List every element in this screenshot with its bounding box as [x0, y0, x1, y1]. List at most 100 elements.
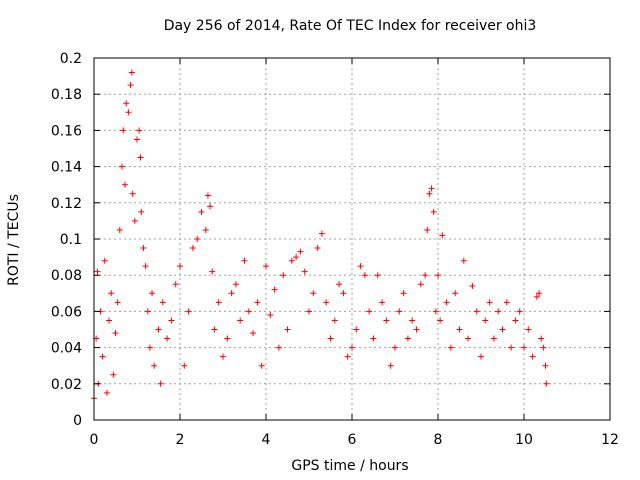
data-point	[181, 362, 188, 369]
data-point	[275, 344, 282, 351]
data-point	[103, 389, 110, 396]
data-point	[127, 82, 134, 89]
data-point	[112, 330, 119, 337]
data-point	[439, 232, 446, 239]
x-tick-label: 0	[90, 432, 99, 448]
data-point	[207, 203, 214, 210]
data-point	[430, 208, 437, 215]
y-tick-label: 0.02	[51, 377, 82, 393]
data-point	[482, 317, 489, 324]
data-point	[392, 344, 398, 351]
data-point	[543, 380, 550, 387]
data-point	[344, 353, 351, 360]
data-point	[254, 299, 261, 306]
data-point	[185, 308, 192, 315]
data-point	[323, 299, 330, 306]
data-point	[417, 281, 424, 288]
y-axis-ticks: 0 0.02 0.04 0.06 0.08 0.1 0.12 0.14 0.16 0.18 0.2	[51, 51, 610, 429]
data-point	[490, 335, 497, 342]
data-point	[525, 326, 532, 333]
data-point	[452, 290, 459, 297]
data-point	[228, 290, 235, 297]
data-point	[114, 299, 121, 306]
data-point	[478, 353, 484, 360]
data-point	[409, 317, 416, 324]
y-tick-label: 0.08	[51, 268, 82, 284]
data-point	[521, 344, 527, 351]
data-point	[443, 299, 450, 306]
data-point	[123, 100, 130, 107]
data-point	[465, 335, 472, 342]
y-tick-label: 0.04	[51, 341, 82, 357]
data-point	[101, 257, 108, 264]
data-point	[428, 185, 435, 192]
data-point	[538, 335, 545, 342]
data-point	[306, 308, 312, 315]
data-point	[129, 190, 136, 197]
data-point	[456, 326, 463, 333]
data-point	[120, 127, 127, 134]
data-point	[336, 281, 343, 288]
data-point	[258, 362, 265, 369]
data-point	[121, 181, 128, 188]
data-point	[297, 248, 304, 255]
data-point	[357, 263, 364, 270]
x-tick-label: 2	[176, 432, 185, 448]
data-point	[220, 353, 226, 360]
data-point	[209, 268, 216, 275]
data-point	[172, 281, 179, 288]
data-point	[149, 290, 156, 297]
data-point	[202, 226, 209, 233]
data-point	[486, 299, 493, 306]
data-point	[144, 308, 151, 315]
data-point	[361, 272, 368, 279]
data-point	[106, 317, 113, 324]
data-point	[131, 217, 138, 224]
data-point	[437, 317, 444, 324]
data-point	[366, 308, 373, 315]
data-point	[140, 245, 147, 252]
data-point	[512, 317, 519, 324]
y-tick-label: 0.12	[51, 196, 82, 212]
x-tick-label: 10	[515, 432, 533, 448]
data-point	[159, 299, 166, 306]
data-point	[469, 283, 476, 290]
data-point	[137, 154, 144, 161]
data-point	[293, 254, 300, 261]
data-point	[340, 290, 347, 297]
data-point	[318, 230, 325, 237]
data-point	[194, 236, 201, 242]
y-axis-label: ROTI / TECUs	[6, 194, 22, 286]
y-tick-label: 0.06	[51, 304, 82, 320]
data-point	[164, 335, 171, 342]
data-point	[108, 290, 115, 297]
y-tick-label: 0.14	[51, 160, 82, 176]
data-point	[288, 257, 295, 264]
x-tick-label: 8	[434, 432, 443, 448]
data-point	[314, 245, 321, 252]
data-point	[157, 380, 164, 387]
y-tick-label: 0.2	[60, 51, 82, 67]
data-point	[128, 69, 135, 76]
y-tick-label: 0.1	[60, 232, 82, 248]
data-point	[284, 326, 291, 333]
data-point	[503, 299, 510, 306]
y-tick-label: 0.18	[51, 87, 82, 103]
data-point	[250, 330, 257, 337]
data-point	[245, 308, 252, 315]
data-point	[110, 371, 117, 378]
data-point	[168, 317, 175, 324]
data-point	[460, 257, 467, 264]
data-point	[232, 281, 239, 288]
data-point	[310, 290, 317, 297]
data-point	[495, 308, 502, 315]
data-point	[379, 299, 386, 306]
data-point	[155, 326, 162, 333]
data-point	[301, 268, 308, 275]
data-point	[204, 192, 211, 199]
data-point	[118, 163, 125, 170]
data-point	[353, 326, 360, 333]
data-point	[396, 308, 403, 315]
